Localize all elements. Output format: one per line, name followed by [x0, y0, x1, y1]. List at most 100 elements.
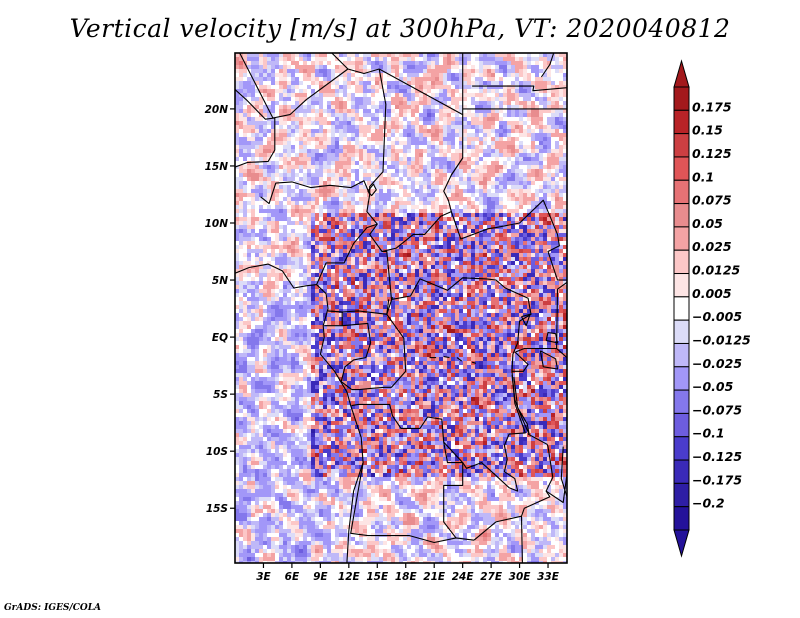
field-cell [307, 285, 311, 289]
field-cell [327, 161, 331, 165]
field-cell [543, 217, 547, 221]
field-cell [235, 129, 239, 133]
field-cell [503, 65, 507, 69]
field-cell [251, 81, 255, 85]
field-cell [343, 285, 347, 289]
field-cell [487, 69, 491, 73]
field-cell [499, 285, 503, 289]
field-cell [491, 269, 495, 273]
field-cell [467, 205, 471, 209]
field-cell [451, 277, 455, 281]
field-cell [379, 97, 383, 101]
field-cell [355, 77, 359, 81]
field-cell [543, 205, 547, 209]
field-cell [423, 237, 427, 241]
field-cell [303, 129, 307, 133]
field-cell [471, 209, 475, 213]
field-cell [415, 261, 419, 265]
field-cell [511, 177, 515, 181]
field-cell [255, 57, 259, 61]
field-cell [355, 97, 359, 101]
field-cell [495, 121, 499, 125]
field-cell [463, 101, 467, 105]
field-cell [299, 237, 303, 241]
field-cell [479, 53, 483, 57]
field-cell [447, 129, 451, 133]
field-cell [291, 213, 295, 217]
field-cell [519, 93, 523, 97]
field-cell [287, 53, 291, 57]
field-cell [307, 257, 311, 261]
field-cell [263, 149, 267, 153]
field-cell [355, 149, 359, 153]
field-cell [507, 189, 511, 193]
field-cell [307, 101, 311, 105]
field-cell [391, 205, 395, 209]
field-cell [435, 245, 439, 249]
field-cell [263, 209, 267, 213]
field-cell [435, 193, 439, 197]
field-cell [419, 141, 423, 145]
field-cell [351, 53, 355, 57]
field-cell [531, 249, 535, 253]
field-cell [463, 69, 467, 73]
field-cell [475, 73, 479, 77]
field-cell [511, 201, 515, 205]
field-cell [251, 57, 255, 61]
field-cell [423, 149, 427, 153]
field-cell [559, 141, 563, 145]
field-cell [395, 165, 399, 169]
field-cell [299, 181, 303, 185]
field-cell [503, 121, 507, 125]
field-cell [527, 57, 531, 61]
field-cell [259, 225, 263, 229]
field-cell [339, 101, 343, 105]
field-cell [399, 85, 403, 89]
field-cell [299, 253, 303, 257]
field-cell [283, 173, 287, 177]
field-cell [315, 197, 319, 201]
field-cell [323, 53, 327, 57]
field-cell [499, 113, 503, 117]
field-cell [335, 161, 339, 165]
field-cell [555, 217, 559, 221]
field-cell [563, 241, 567, 245]
field-cell [359, 61, 363, 65]
field-cell [471, 169, 475, 173]
field-cell [283, 85, 287, 89]
field-cell [511, 221, 515, 225]
field-cell [495, 285, 499, 289]
field-cell [523, 121, 527, 125]
field-cell [283, 57, 287, 61]
field-cell [287, 137, 291, 141]
field-cell [359, 281, 363, 285]
field-cell [235, 277, 239, 281]
field-cell [271, 113, 275, 117]
field-cell [495, 129, 499, 133]
field-cell [255, 217, 259, 221]
field-cell [551, 261, 555, 265]
field-cell [263, 185, 267, 189]
field-cell [311, 269, 315, 273]
field-cell [347, 181, 351, 185]
field-cell [495, 173, 499, 177]
field-cell [299, 153, 303, 157]
field-cell [515, 213, 519, 217]
field-cell [323, 173, 327, 177]
field-cell [543, 285, 547, 289]
field-cell [543, 141, 547, 145]
field-cell [283, 53, 287, 57]
field-cell [235, 81, 239, 85]
field-cell [359, 141, 363, 145]
field-cell [275, 277, 279, 281]
field-cell [307, 109, 311, 113]
field-cell [371, 101, 375, 105]
field-cell [495, 213, 499, 217]
field-cell [435, 177, 439, 181]
field-cell [259, 189, 263, 193]
field-cell [315, 77, 319, 81]
field-cell [275, 81, 279, 85]
field-cell [363, 69, 367, 73]
field-cell [251, 121, 255, 125]
field-cell [447, 229, 451, 233]
